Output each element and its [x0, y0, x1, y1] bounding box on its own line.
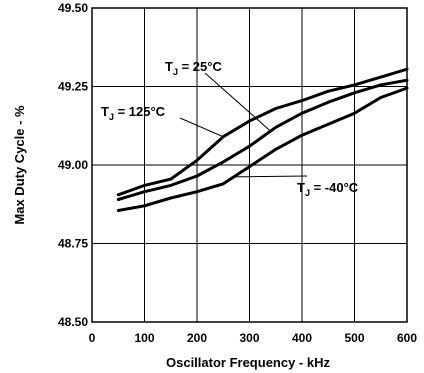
leader-125c	[179, 117, 224, 138]
annotation-25c: TJ = 25°C	[165, 59, 222, 77]
x-tick-label: 200	[187, 331, 207, 345]
x-tick-label: 0	[89, 331, 96, 345]
annotation-125c: TJ = 125°C	[101, 104, 166, 122]
annotation-leaders	[179, 72, 308, 178]
annotation-minus40c: TJ = -40°C	[297, 180, 359, 198]
x-tick-label: 100	[134, 331, 154, 345]
y-tick-label: 49.50	[58, 1, 88, 15]
series-lines	[116, 67, 409, 212]
y-axis-ticks: 48.50 48.75 49.00 49.25 49.50	[58, 1, 88, 329]
leader-minus40c	[233, 175, 308, 178]
grid	[92, 8, 407, 322]
y-tick-label: 49.25	[58, 80, 88, 94]
x-tick-label: 600	[397, 331, 417, 345]
x-tick-label: 300	[239, 331, 259, 345]
y-tick-label: 48.50	[58, 315, 88, 329]
series-line-125c	[116, 67, 409, 197]
y-tick-label: 49.00	[58, 158, 88, 172]
series-line-25c	[116, 78, 409, 201]
x-axis-title: Oscillator Frequency - kHz	[166, 355, 330, 370]
leader-25c	[204, 72, 271, 132]
x-tick-label: 500	[344, 331, 364, 345]
y-tick-label: 48.75	[58, 237, 88, 251]
x-axis-ticks: 0 100 200 300 400 500 600	[89, 331, 418, 345]
series-line-minus40c	[116, 86, 409, 212]
y-axis-title: Max Duty Cycle - %	[12, 105, 27, 225]
x-tick-label: 400	[292, 331, 312, 345]
